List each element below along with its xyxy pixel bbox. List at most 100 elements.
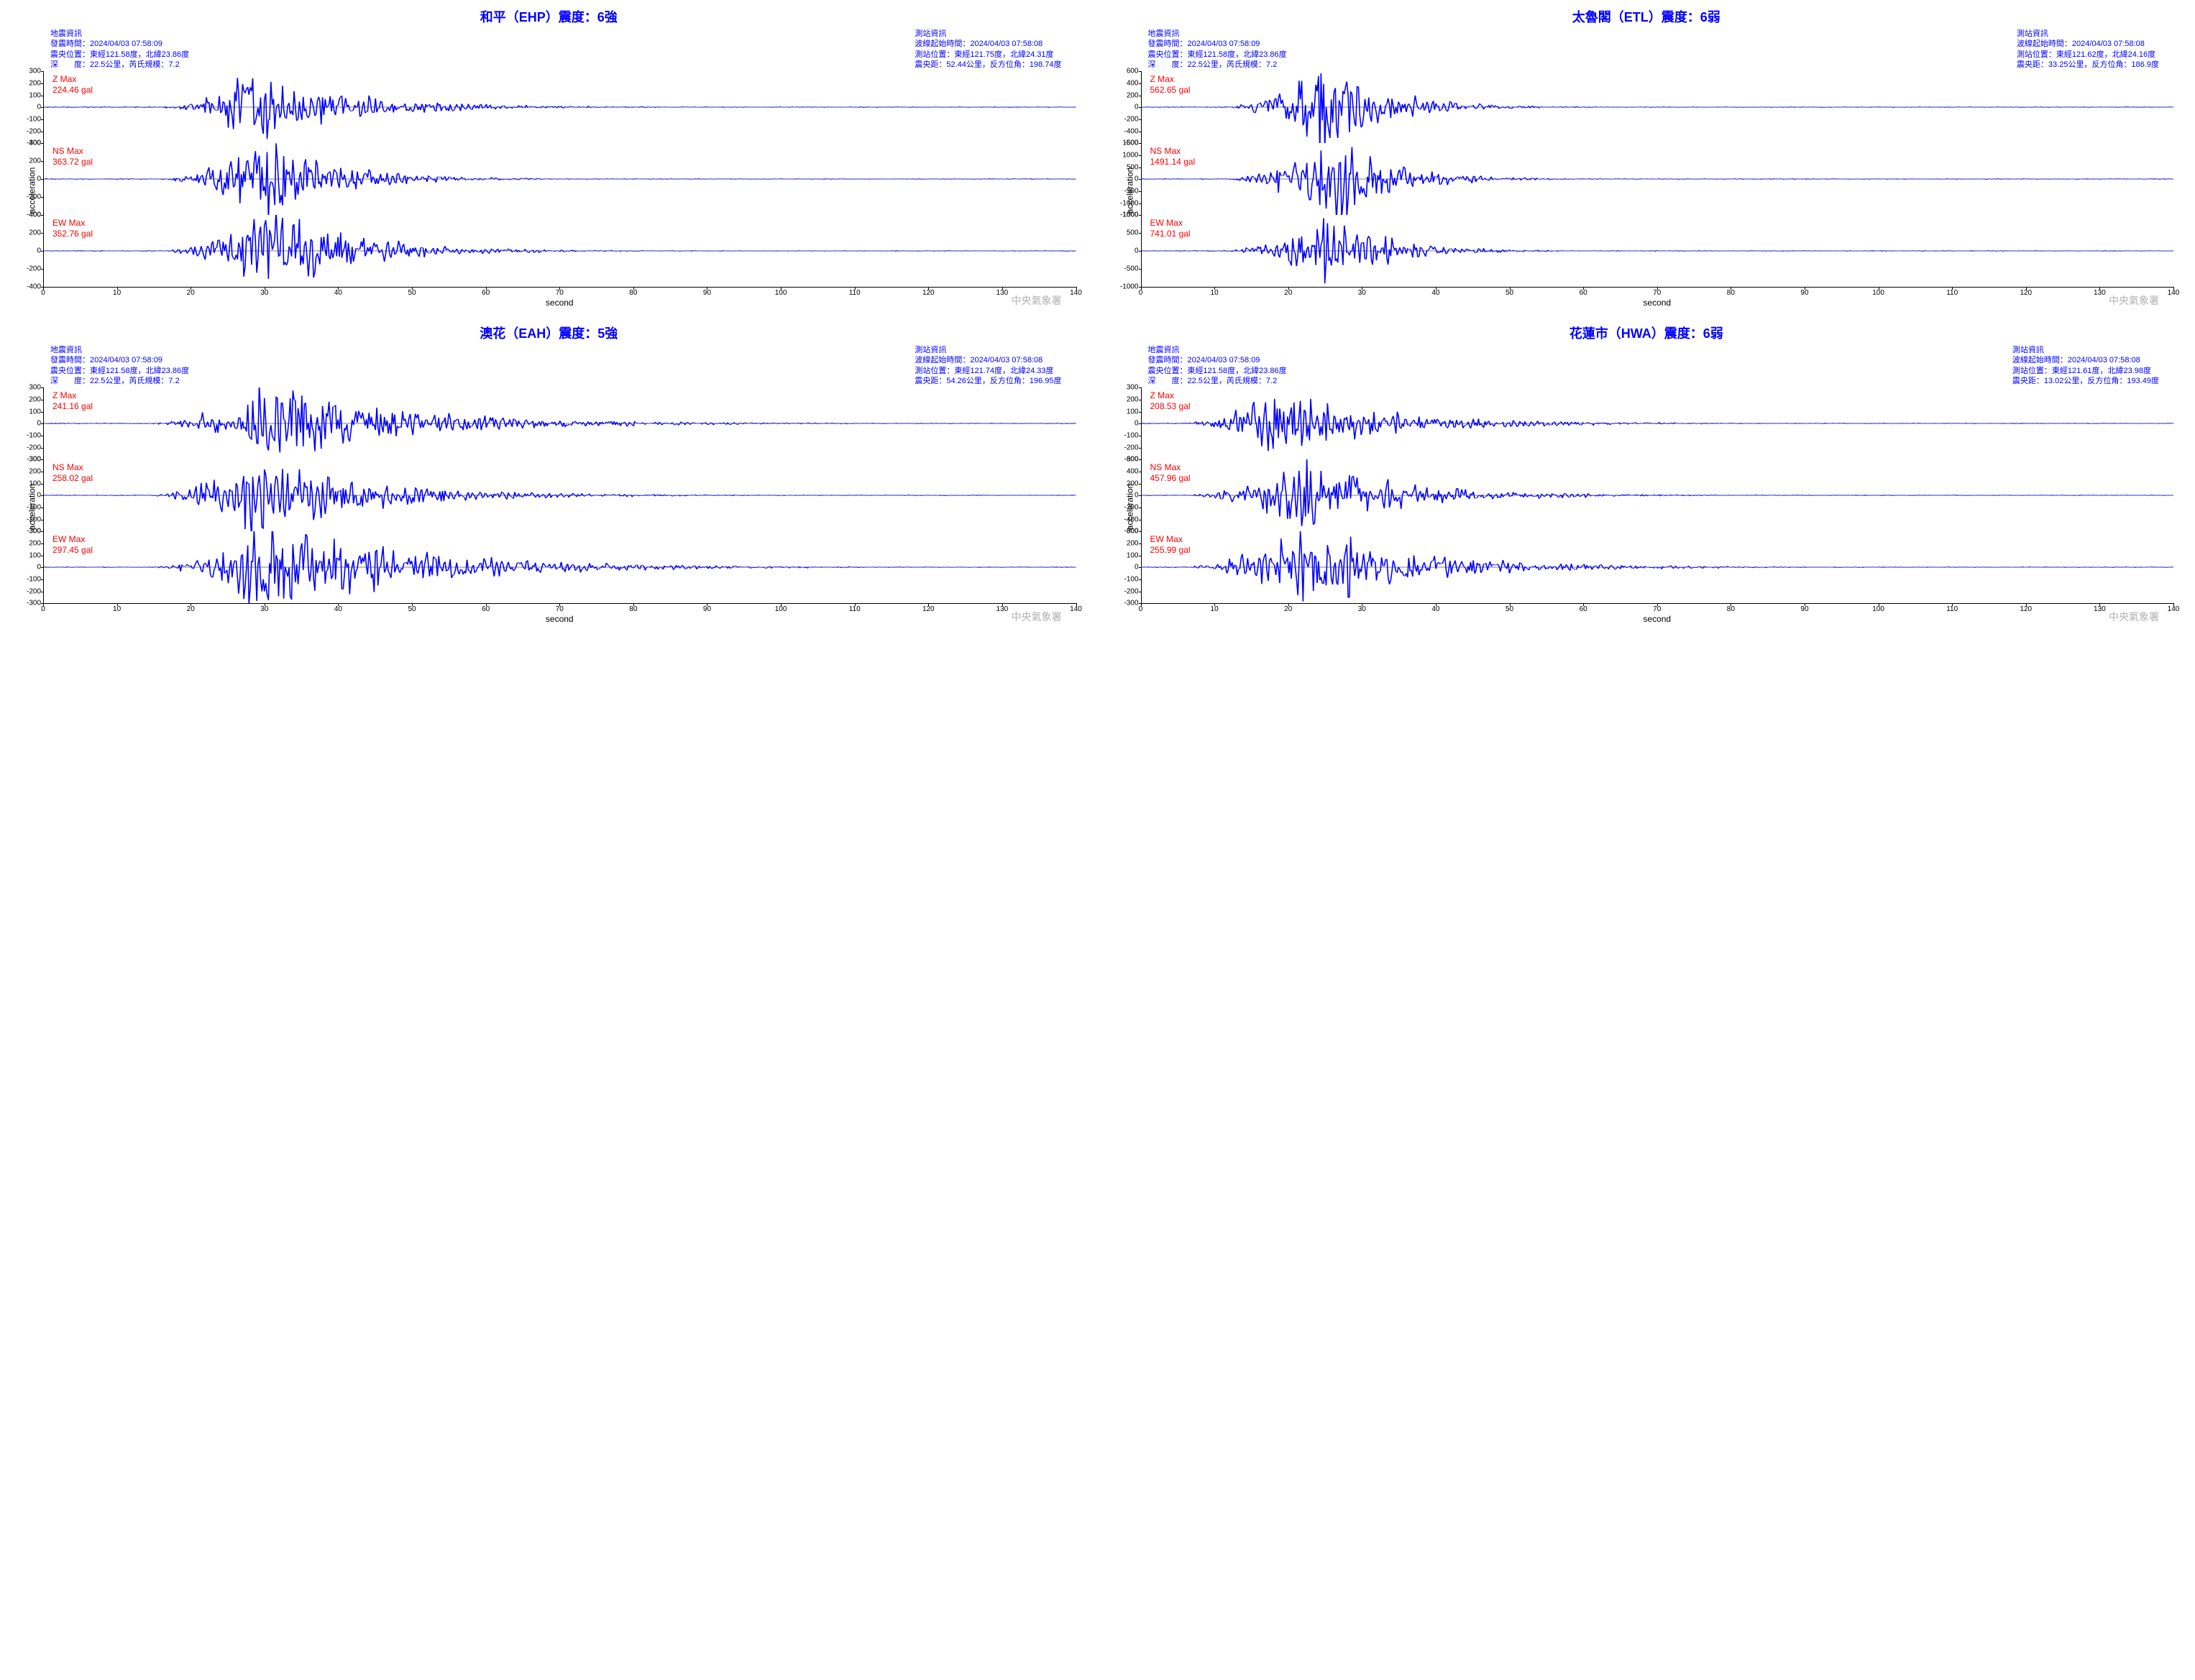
station-title: 和平（EHP）震度：6強 <box>7 7 1091 26</box>
waveform-subchart: -400-2000200400NS Max 363.72 gal <box>43 143 1076 215</box>
y-tick-label: 0 <box>1113 175 1139 183</box>
y-tick-label: 0 <box>1113 420 1139 428</box>
x-tick-label: 90 <box>1800 289 1808 297</box>
y-tick-label: 300 <box>1113 528 1139 536</box>
x-tick-mark <box>1002 603 1003 606</box>
y-tick-label: -200 <box>1113 444 1139 451</box>
y-tick-label: 100 <box>1113 408 1139 416</box>
y-tick-label: 600 <box>1113 68 1139 75</box>
x-tick-mark <box>1214 287 1215 290</box>
charts-area: acceleration-600-400-2000200400600Z Max … <box>1105 71 2189 309</box>
x-tick-mark <box>1952 287 1953 290</box>
y-tick-label: -100 <box>1113 432 1139 440</box>
earthquake-info: 地震資訊 發震時間：2024/04/03 07:58:09 震央位置：東經121… <box>1148 29 1287 70</box>
station-grid: 和平（EHP）震度：6強地震資訊 發震時間：2024/04/03 07:58:0… <box>7 7 2188 625</box>
y-tick-label: 400 <box>15 139 41 147</box>
x-tick-label: 0 <box>41 605 45 613</box>
y-tick-label: -100 <box>15 504 41 512</box>
y-tick-label: 200 <box>15 468 41 476</box>
x-tick-label: 10 <box>113 289 121 297</box>
x-tick-mark <box>338 287 339 290</box>
x-tick-mark <box>2099 603 2100 606</box>
x-tick-mark <box>338 603 339 606</box>
station-info: 測站資訊 波線起始時間：2024/04/03 07:58:08 測站位置：東經1… <box>2012 345 2159 386</box>
component-max-label: EW Max 255.99 gal <box>1150 534 1191 555</box>
waveform-path <box>1142 531 2174 602</box>
x-tick-label: 130 <box>996 605 1009 613</box>
charts-area: acceleration-300-200-1000100200300Z Max … <box>1105 387 2189 625</box>
component-max-label: Z Max 208.53 gal <box>1150 390 1191 411</box>
x-tick-mark <box>1141 603 1142 606</box>
x-axis: 0102030405060708090100110120130140second… <box>1141 288 2174 309</box>
y-tick-label: 500 <box>1113 163 1139 171</box>
y-tick-label: -100 <box>15 432 41 440</box>
x-tick-label: 0 <box>1139 289 1143 297</box>
waveform-subchart: -300-200-1000100200300EW Max 255.99 gal <box>1141 531 2174 604</box>
y-tick-label: 200 <box>15 79 41 87</box>
x-tick-mark <box>855 603 856 606</box>
x-tick-label: 70 <box>1653 289 1661 297</box>
x-tick-label: 70 <box>556 605 564 613</box>
component-max-label: EW Max 352.76 gal <box>52 218 93 239</box>
waveform-subchart: -600-400-2000200400600NS Max 457.96 gal <box>1141 459 2174 531</box>
y-tick-label: 200 <box>15 157 41 165</box>
waveform-subchart: -400-2000200400EW Max 352.76 gal <box>43 215 1076 288</box>
station-panel: 澳花（EAH）震度：5強地震資訊 發震時間：2024/04/03 07:58:0… <box>7 323 1091 625</box>
waveform-path <box>44 215 1076 279</box>
x-tick-label: 30 <box>260 289 268 297</box>
waveform-svg <box>1142 531 2174 603</box>
x-tick-label: 120 <box>2020 289 2032 297</box>
y-ticks: -600-400-2000200400600 <box>1113 459 1140 531</box>
x-tick-label: 30 <box>1358 289 1366 297</box>
x-tick-mark <box>117 603 118 606</box>
y-tick-label: -1000 <box>1113 283 1139 291</box>
y-tick-label: -200 <box>1113 115 1139 123</box>
x-tick-label: 20 <box>1284 605 1292 613</box>
station-info: 測站資訊 波線起始時間：2024/04/03 07:58:08 測站位置：東經1… <box>2017 29 2159 70</box>
y-tick-label: -200 <box>15 265 41 273</box>
x-tick-label: 50 <box>408 289 416 297</box>
x-tick-mark <box>1583 603 1584 606</box>
x-tick-label: 130 <box>996 289 1009 297</box>
y-ticks: -300-200-1000100200300 <box>15 387 42 459</box>
x-tick-label: 60 <box>1580 289 1587 297</box>
x-tick-label: 120 <box>2020 605 2032 613</box>
y-tick-label: 0 <box>1113 247 1139 255</box>
y-tick-label: 500 <box>1113 229 1139 237</box>
x-tick-label: 60 <box>482 605 490 613</box>
x-tick-label: 80 <box>629 289 637 297</box>
x-tick-label: 20 <box>187 605 195 613</box>
x-tick-label: 50 <box>408 605 416 613</box>
x-tick-label: 0 <box>1139 605 1143 613</box>
x-tick-mark <box>1288 287 1289 290</box>
y-tick-label: 400 <box>1113 468 1139 476</box>
earthquake-info: 地震資訊 發震時間：2024/04/03 07:58:09 震央位置：東經121… <box>1148 345 1287 386</box>
y-ticks: -300-200-1000100200300 <box>15 459 42 531</box>
x-tick-label: 40 <box>1431 605 1439 613</box>
x-tick-label: 100 <box>775 289 787 297</box>
x-tick-mark <box>1141 287 1142 290</box>
x-tick-label: 120 <box>922 605 935 613</box>
y-ticks: -300-200-1000100200300 <box>15 71 42 143</box>
x-tick-label: 30 <box>1358 605 1366 613</box>
x-tick-label: 90 <box>703 289 711 297</box>
waveform-subchart: -300-200-1000100200300Z Max 224.46 gal <box>43 71 1076 143</box>
component-max-label: Z Max 562.65 gal <box>1150 74 1191 95</box>
x-tick-label: 10 <box>1211 605 1219 613</box>
component-max-label: Z Max 241.16 gal <box>52 390 93 411</box>
x-tick-label: 110 <box>849 605 861 613</box>
y-tick-label: -200 <box>15 127 41 135</box>
y-tick-label: 100 <box>15 551 41 559</box>
x-tick-label: 100 <box>1872 605 1884 613</box>
y-tick-label: 0 <box>15 492 41 500</box>
y-tick-label: 200 <box>15 540 41 548</box>
waveform-path <box>1142 399 2174 451</box>
x-tick-mark <box>559 603 560 606</box>
waveform-subchart: -1000-50005001000EW Max 741.01 gal <box>1141 215 2174 288</box>
y-tick-label: 300 <box>15 528 41 536</box>
y-tick-label: -100 <box>15 576 41 584</box>
x-tick-label: 0 <box>41 289 45 297</box>
station-panel: 花蓮市（HWA）震度：6弱地震資訊 發震時間：2024/04/03 07:58:… <box>1105 323 2189 625</box>
waveform-path <box>1142 73 2174 143</box>
x-tick-mark <box>412 603 413 606</box>
